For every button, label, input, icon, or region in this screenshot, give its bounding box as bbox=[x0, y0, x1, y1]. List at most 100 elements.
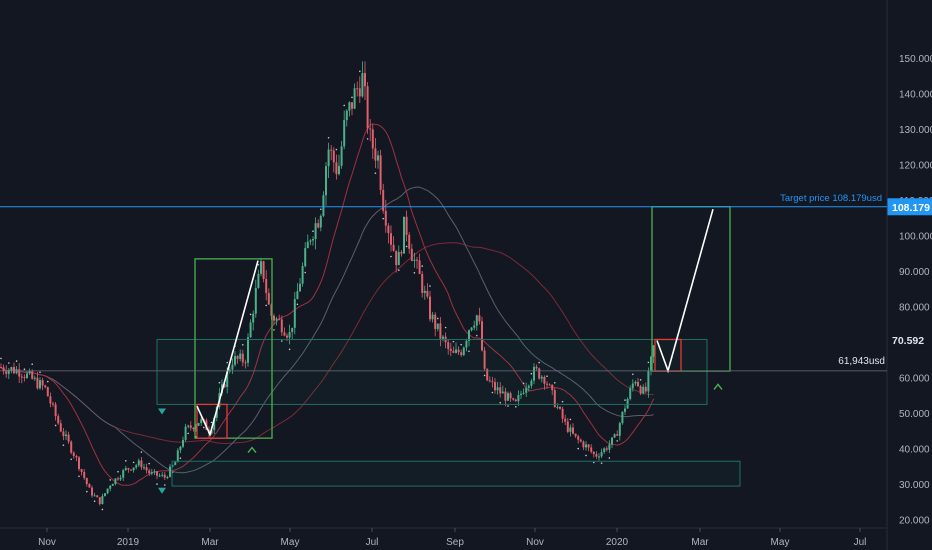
candle-body bbox=[283, 332, 286, 336]
psar-dot bbox=[109, 479, 111, 481]
candle-body bbox=[226, 371, 229, 388]
psar-dot bbox=[156, 483, 158, 485]
candle-body bbox=[231, 364, 234, 370]
candle-body bbox=[644, 386, 647, 392]
candle-body bbox=[210, 430, 213, 434]
candle-body bbox=[613, 434, 616, 438]
candle-body bbox=[566, 421, 569, 432]
psar-dot bbox=[70, 458, 72, 461]
candle-body bbox=[634, 381, 637, 384]
candle-body bbox=[338, 165, 340, 175]
candle-body bbox=[163, 474, 166, 478]
psar-dot bbox=[429, 285, 431, 287]
psar-dot bbox=[343, 104, 346, 107]
candle-body bbox=[288, 332, 291, 338]
x-tick-label: 2019 bbox=[117, 537, 140, 548]
psar-dot bbox=[359, 70, 361, 73]
candle-body bbox=[33, 377, 36, 379]
psar-dot bbox=[117, 470, 119, 473]
candle-body bbox=[348, 102, 351, 111]
candle-body bbox=[343, 120, 346, 147]
candle-body bbox=[408, 234, 411, 249]
psar-dot bbox=[522, 382, 525, 385]
candle-body bbox=[439, 323, 442, 339]
psar-dot bbox=[639, 379, 642, 381]
psar-dot bbox=[148, 462, 150, 465]
x-tick-label: Nov bbox=[38, 537, 56, 548]
candle-body bbox=[327, 149, 330, 167]
support-zone-box[interactable] bbox=[171, 460, 741, 487]
candle-body bbox=[306, 241, 309, 249]
candle-body bbox=[395, 250, 398, 266]
candle-body bbox=[592, 451, 595, 455]
candle-body bbox=[148, 470, 151, 474]
candle-body bbox=[143, 467, 145, 469]
pattern-box-2019[interactable] bbox=[194, 258, 273, 439]
candle-body bbox=[481, 321, 483, 351]
candle-body bbox=[330, 149, 333, 151]
candle-body bbox=[109, 485, 112, 489]
candle-body bbox=[223, 384, 226, 388]
candle-body bbox=[429, 296, 431, 320]
psar-dot bbox=[39, 371, 41, 374]
pattern-path-2019[interactable] bbox=[196, 260, 259, 437]
candle-body bbox=[525, 387, 528, 393]
candle-body bbox=[280, 319, 283, 333]
candle-body bbox=[236, 356, 239, 359]
psar-dot bbox=[273, 329, 275, 331]
candle-body bbox=[579, 439, 582, 442]
candle-body bbox=[556, 406, 559, 408]
psar-dot bbox=[351, 96, 353, 99]
candle-body bbox=[174, 462, 177, 466]
psar-dot bbox=[491, 391, 494, 394]
psar-dot bbox=[23, 368, 26, 371]
candle-body bbox=[387, 225, 390, 234]
resistance-zone-box[interactable] bbox=[156, 338, 708, 405]
candle-body bbox=[366, 86, 369, 129]
candle-body bbox=[598, 456, 600, 458]
ma-short-line bbox=[0, 123, 655, 486]
correction-box-2019[interactable] bbox=[196, 403, 228, 439]
candle-body bbox=[351, 102, 353, 109]
psar-dot bbox=[600, 462, 603, 464]
psar-dot bbox=[647, 361, 650, 364]
candle-body bbox=[546, 383, 548, 385]
psar-dot bbox=[179, 457, 182, 459]
candle-body bbox=[150, 472, 153, 474]
candle-body bbox=[650, 356, 652, 371]
candle-body bbox=[101, 495, 104, 505]
candle-body bbox=[197, 423, 200, 426]
candle-body bbox=[145, 467, 148, 471]
candle-body bbox=[88, 484, 91, 488]
psar-dot bbox=[444, 326, 447, 329]
psar-dot bbox=[561, 400, 564, 403]
psar-dot bbox=[632, 373, 634, 376]
candle-body bbox=[286, 335, 288, 338]
candle-body bbox=[135, 465, 138, 468]
candle-body bbox=[49, 396, 52, 404]
psar-dot bbox=[624, 399, 626, 401]
psar-dot bbox=[288, 348, 291, 351]
candle-body bbox=[465, 340, 468, 348]
candle-body bbox=[70, 441, 73, 453]
psar-dot bbox=[93, 500, 96, 502]
psar-dot bbox=[382, 217, 385, 220]
candle-body bbox=[130, 469, 132, 471]
candle-body bbox=[468, 330, 470, 341]
candle-body bbox=[475, 315, 478, 326]
psar-dot bbox=[62, 444, 65, 446]
candle-body bbox=[18, 369, 21, 377]
psar-dot bbox=[54, 424, 57, 427]
candle-body bbox=[75, 455, 78, 458]
candle-body bbox=[431, 314, 434, 320]
candle-body bbox=[436, 323, 439, 329]
candle-body bbox=[455, 349, 457, 353]
candle-body bbox=[54, 404, 57, 417]
candle-body bbox=[611, 437, 613, 445]
psar-dot bbox=[374, 172, 377, 174]
y-tick-label: 80.000 bbox=[899, 302, 930, 313]
y-tick-label: 50.000 bbox=[899, 409, 930, 420]
candle-body bbox=[574, 433, 577, 437]
